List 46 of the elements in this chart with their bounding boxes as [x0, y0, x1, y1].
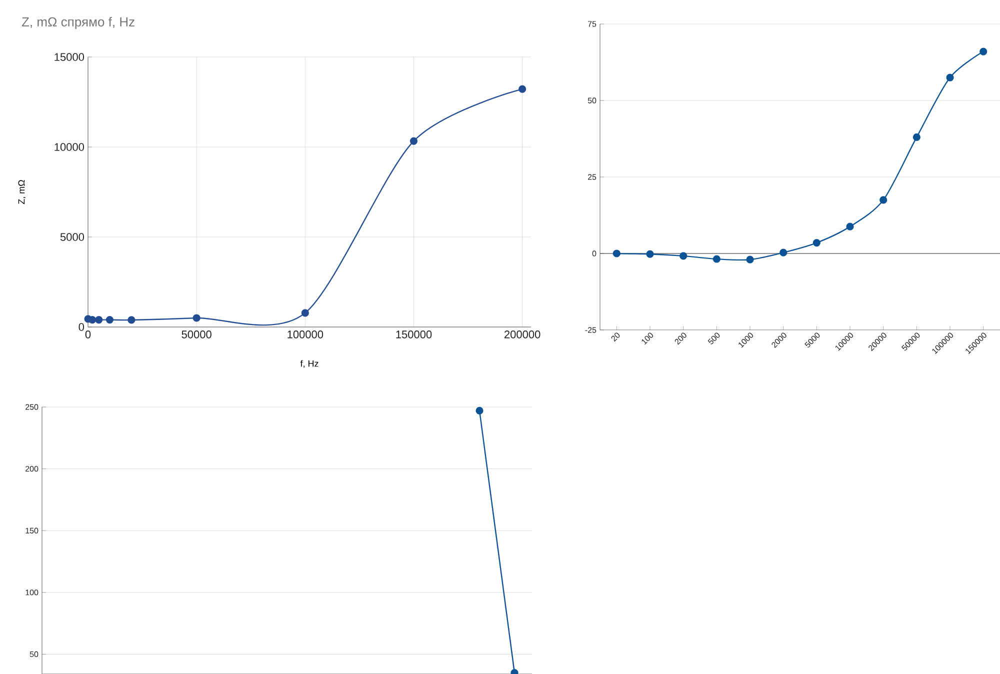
- point: [680, 252, 688, 260]
- x-axis-title: f, Hz: [300, 360, 318, 368]
- point: [192, 314, 200, 322]
- point: [301, 309, 309, 317]
- y-tick-label: 15000: [54, 53, 84, 61]
- point: [518, 85, 526, 93]
- x-tick-label: 200: [674, 332, 686, 345]
- x-tick-label: 200000: [504, 330, 540, 338]
- x-tick-label: 100000: [288, 330, 324, 338]
- x-tick-label: 0: [85, 330, 91, 338]
- point: [128, 316, 136, 324]
- y-tick-label: -25: [585, 327, 596, 333]
- point: [88, 316, 96, 324]
- point: [106, 316, 114, 324]
- y-axis-title: Z, mΩ: [18, 180, 26, 204]
- point: [612, 250, 620, 258]
- x-tick-label: 150000: [396, 330, 432, 338]
- point: [410, 137, 418, 145]
- point: [95, 316, 103, 324]
- y-tick-label: 10000: [54, 143, 84, 151]
- x-tick-label: 50000: [182, 330, 212, 338]
- y-tick-label: 50: [588, 98, 596, 104]
- x-tick-label: 100: [642, 332, 653, 345]
- point: [880, 196, 888, 204]
- chart-title: Z, mΩ спрямо f, Hz: [22, 16, 134, 30]
- x-tick-label: 20: [611, 332, 620, 342]
- y-tick-label: 25: [588, 174, 596, 180]
- point: [980, 48, 988, 56]
- y-tick-label: 200: [26, 466, 38, 472]
- point: [712, 255, 720, 263]
- y-tick-label: 100: [26, 590, 38, 596]
- y-tick-label: 0: [78, 323, 84, 331]
- point: [646, 250, 654, 258]
- y-tick-label: 5000: [60, 233, 84, 241]
- point: [746, 256, 754, 264]
- y-tick-label: 150: [26, 528, 38, 534]
- point: [846, 222, 854, 230]
- y-tick-label: 0: [592, 250, 596, 256]
- y-tick-label: 250: [26, 404, 38, 410]
- point: [912, 133, 920, 142]
- x-tick-label: 500: [708, 332, 720, 344]
- point: [780, 248, 788, 256]
- y-tick-label: 50: [30, 651, 38, 658]
- y-tick-label: 75: [588, 21, 596, 27]
- point: [946, 74, 954, 82]
- point: [812, 238, 820, 247]
